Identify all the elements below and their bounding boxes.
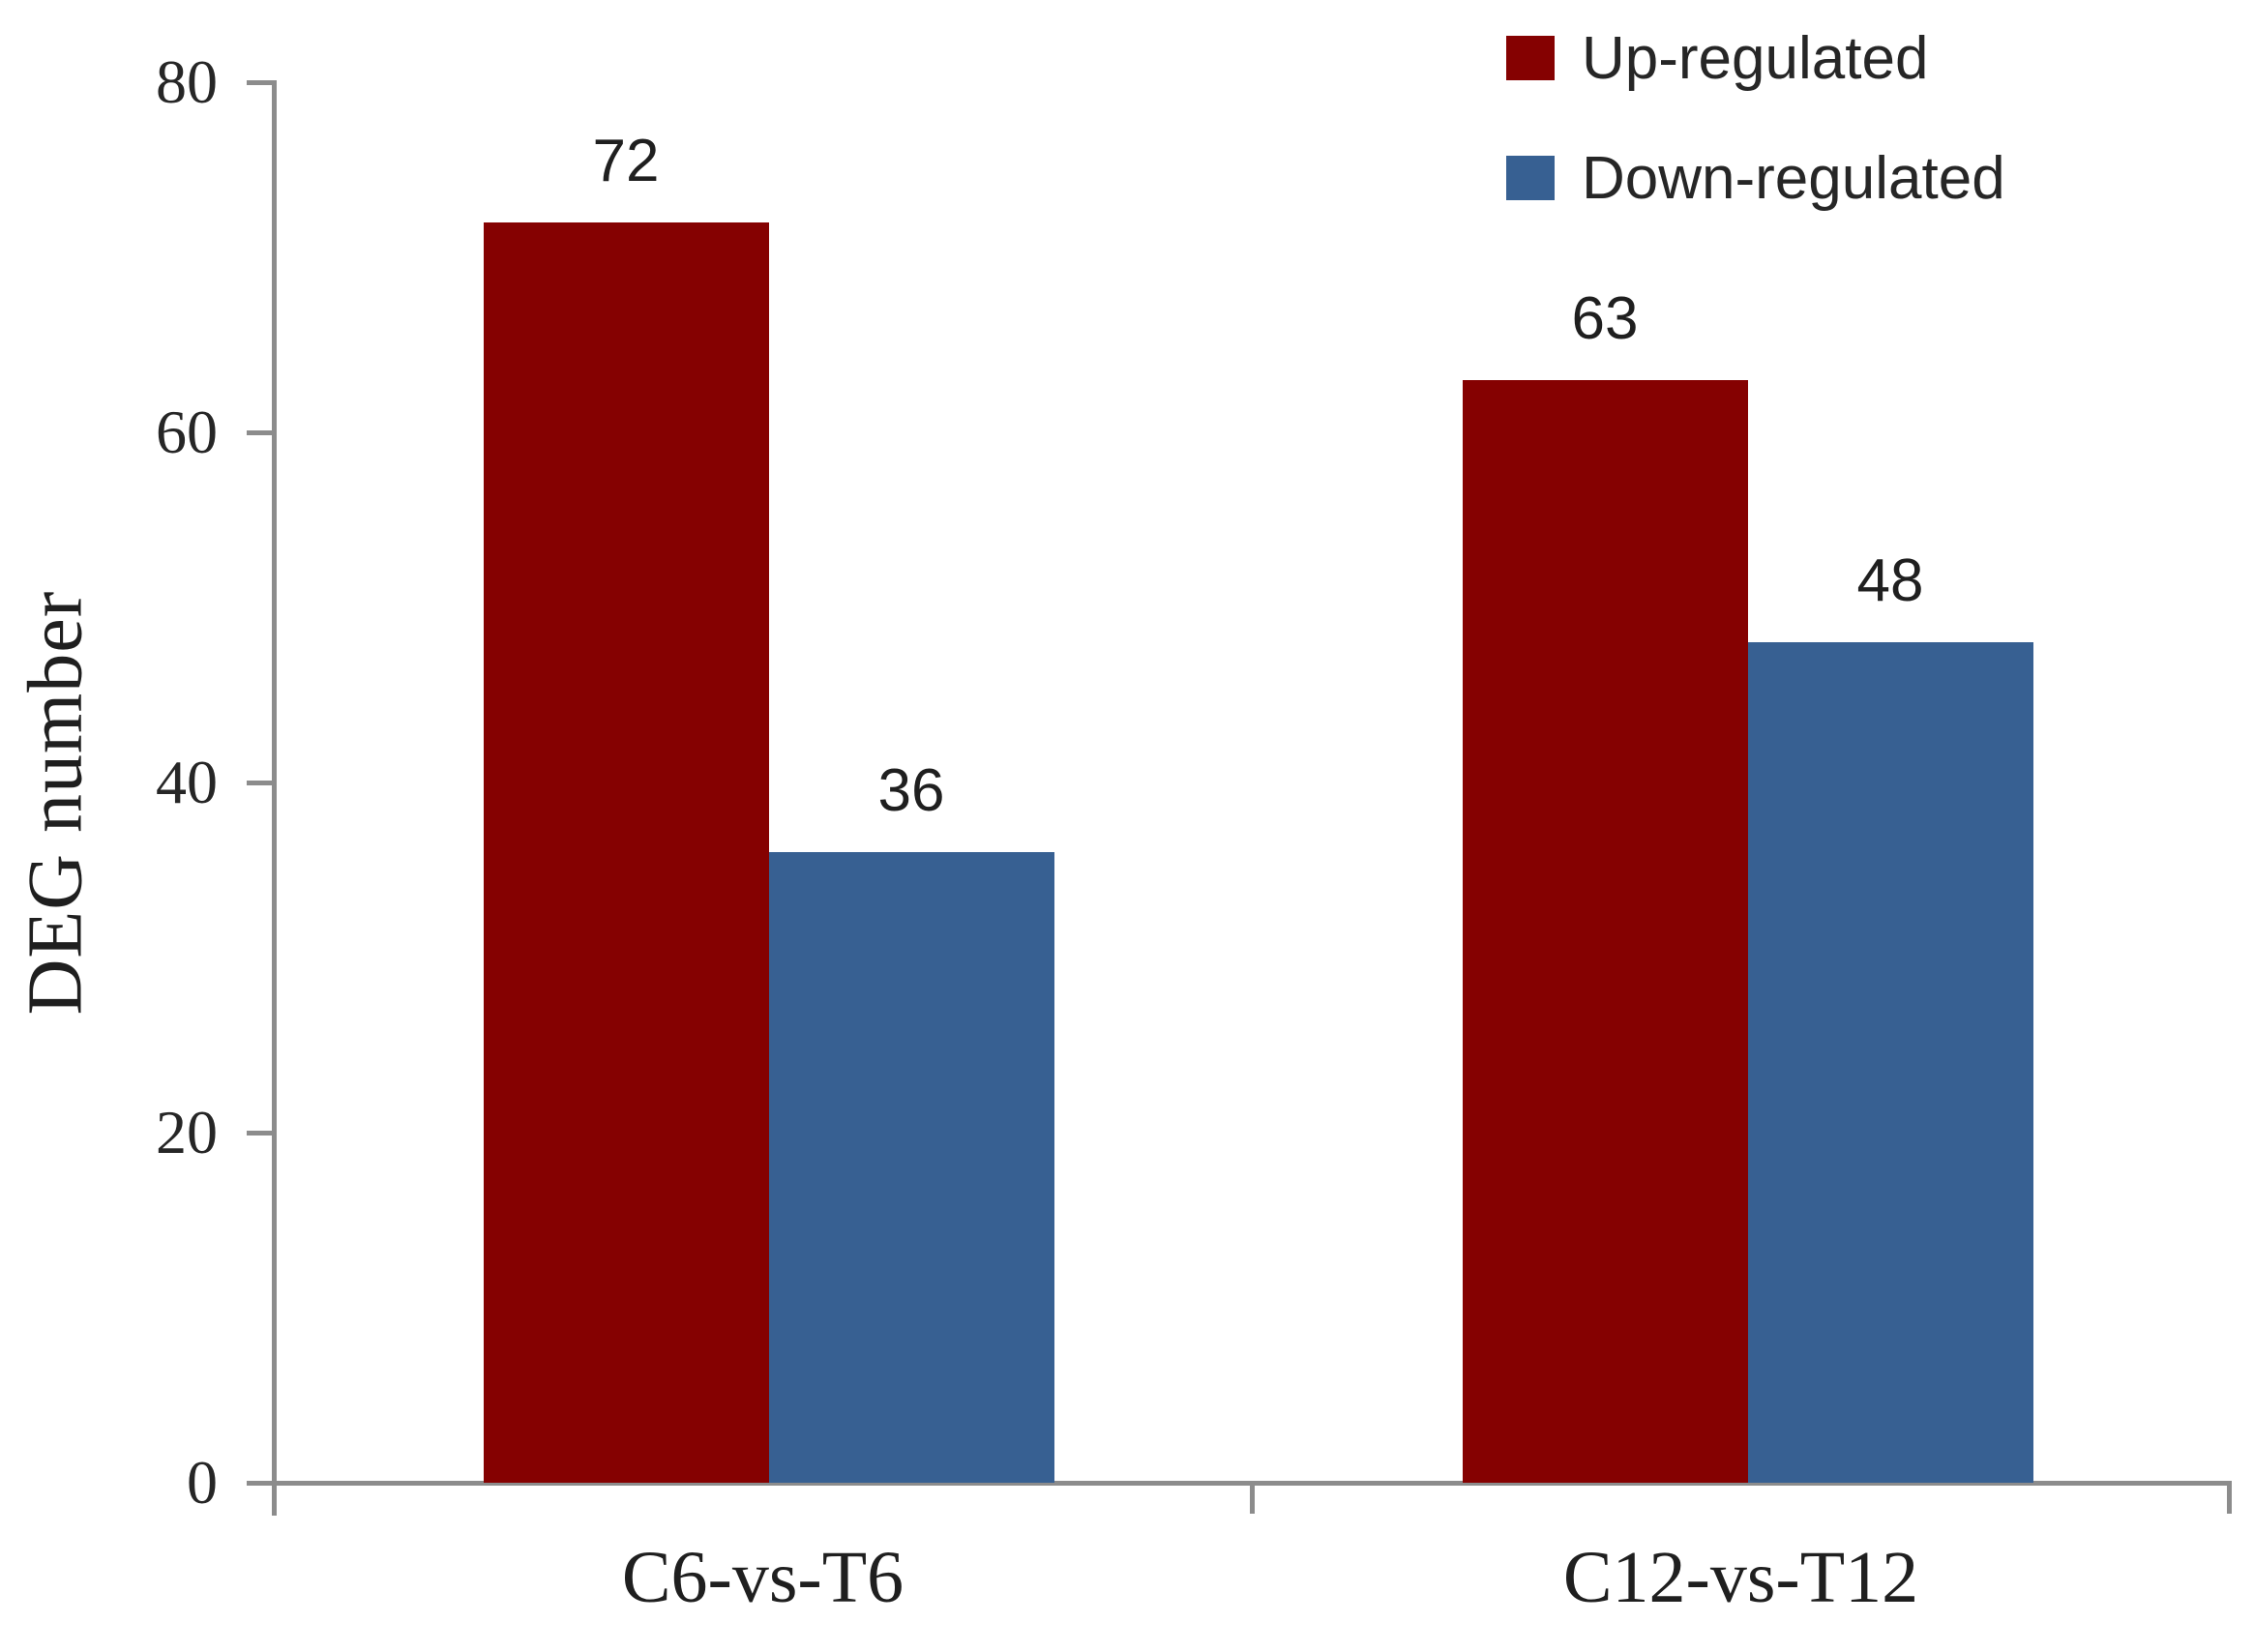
legend-label-up-regulated: Up-regulated xyxy=(1582,24,1929,92)
bar-up-regulated-c6-vs-t6 xyxy=(484,221,769,1483)
y-tick-label-0: 0 xyxy=(187,1448,218,1517)
plot-area: 72 36 63 48 xyxy=(274,82,2230,1483)
bar-up-regulated-c12-vs-t12 xyxy=(1463,379,1748,1483)
x-category-label-c12-vs-t12: C12-vs-T12 xyxy=(1562,1537,1919,1618)
bar-value-label: 36 xyxy=(877,757,945,825)
bar-value-label: 63 xyxy=(1571,284,1639,352)
y-tick-label-20: 20 xyxy=(156,1098,218,1166)
legend-swatch-down-regulated xyxy=(1506,156,1555,200)
legend-label-down-regulated: Down-regulated xyxy=(1582,144,2005,212)
legend-item-up-regulated: Up-regulated xyxy=(1506,25,2005,92)
x-axis-line xyxy=(247,1481,2232,1486)
x-axis-tick xyxy=(2227,1481,2232,1514)
y-tick-label-80: 80 xyxy=(156,47,218,116)
x-category-label-c6-vs-t6: C6-vs-T6 xyxy=(621,1537,905,1618)
legend-item-down-regulated: Down-regulated xyxy=(1506,145,2005,212)
bar-down-regulated-c12-vs-t12 xyxy=(1748,642,2033,1483)
bar-value-label: 48 xyxy=(1856,547,1924,615)
y-axis-tick xyxy=(247,1131,276,1136)
y-tick-label-60: 60 xyxy=(156,398,218,466)
bar-value-label: 72 xyxy=(592,127,660,194)
y-axis-line xyxy=(272,80,277,1516)
x-axis-tick xyxy=(1250,1481,1255,1514)
y-axis-tick xyxy=(247,80,276,85)
bar-down-regulated-c6-vs-t6 xyxy=(769,852,1054,1483)
legend: Up-regulated Down-regulated xyxy=(1506,25,2005,212)
legend-swatch-up-regulated xyxy=(1506,36,1555,80)
x-axis-tick xyxy=(272,1481,277,1514)
y-axis-tick xyxy=(247,430,276,435)
y-axis-tick xyxy=(247,781,276,785)
y-tick-label-40: 40 xyxy=(156,748,218,816)
